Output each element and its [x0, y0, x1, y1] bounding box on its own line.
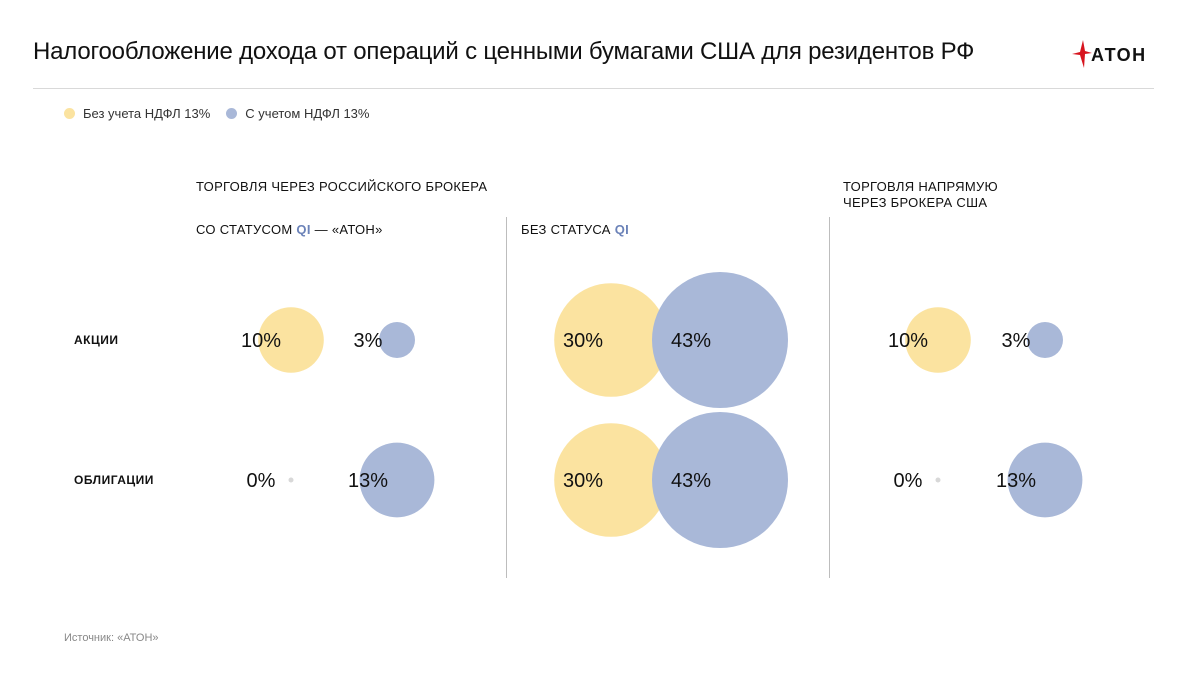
- group-header-direct-line2: ЧЕРЕЗ БРОКЕРА США: [843, 195, 988, 210]
- subheader-with-qi-prefix: СО СТАТУСОМ: [196, 222, 297, 237]
- row-label-bonds: ОБЛИГАЦИИ: [74, 473, 154, 487]
- legend: Без учета НДФЛ 13% С учетом НДФЛ 13%: [64, 106, 385, 121]
- bubble-value-label: 10%: [241, 330, 281, 352]
- bubble-value-label: 0%: [894, 470, 923, 492]
- page-title: Налогообложение дохода от операций с цен…: [33, 38, 975, 65]
- legend-label: С учетом НДФЛ 13%: [245, 106, 370, 121]
- column-divider-2: [829, 217, 830, 578]
- group-header-russian-broker: ТОРГОВЛЯ ЧЕРЕЗ РОССИЙСКОГО БРОКЕРА: [196, 179, 488, 194]
- subheader-without-qi-prefix: БЕЗ СТАТУСА: [521, 222, 615, 237]
- bubble-with-tax: [1027, 322, 1063, 358]
- group-header-direct: ТОРГОВЛЯ НАПРЯМУЮ ЧЕРЕЗ БРОКЕРА США: [843, 179, 998, 211]
- bubble-without-tax: [288, 477, 294, 483]
- header-divider: [33, 88, 1154, 89]
- bubble-value-label: 13%: [996, 470, 1036, 492]
- legend-dot-blue: [226, 108, 238, 119]
- aton-logo: АТОН: [1072, 40, 1162, 70]
- bubble-value-label: 10%: [888, 330, 928, 352]
- source-note: Источник: «АТОН»: [64, 632, 159, 644]
- legend-dot-yellow: [64, 108, 75, 119]
- bubble-value-label: 13%: [348, 470, 388, 492]
- bubble-value-label: 43%: [671, 470, 711, 492]
- bubble-with-tax: [652, 412, 788, 548]
- subheader-qi-tag: QI: [614, 222, 630, 237]
- bubble-without-tax: [905, 307, 971, 373]
- legend-item-without-tax: Без учета НДФЛ 13%: [64, 106, 210, 121]
- bubble-value-label: 30%: [563, 470, 603, 492]
- subheader-with-qi: СО СТАТУСОМ QI — «АТОН»: [196, 222, 383, 237]
- bubble-value-label: 43%: [671, 330, 711, 352]
- aton-logo-text: АТОН: [1091, 45, 1147, 65]
- subheader-with-qi-suffix: — «АТОН»: [310, 222, 383, 237]
- bubble-without-tax: [258, 307, 324, 373]
- group-header-direct-line1: ТОРГОВЛЯ НАПРЯМУЮ: [843, 179, 998, 194]
- bubble-value-label: 3%: [1002, 330, 1031, 352]
- bubble-without-tax: [554, 283, 668, 397]
- bubble-without-tax: [935, 477, 941, 483]
- legend-item-with-tax: С учетом НДФЛ 13%: [226, 106, 369, 121]
- row-label-stocks: АКЦИИ: [74, 333, 119, 347]
- subheader-without-qi: БЕЗ СТАТУСА QI: [521, 222, 629, 237]
- bubble-with-tax: [359, 442, 435, 518]
- aton-logo-icon: [1072, 40, 1092, 68]
- column-divider-1: [506, 217, 507, 578]
- bubble-without-tax: [554, 423, 668, 537]
- subheader-qi-tag: QI: [296, 222, 311, 237]
- bubble-with-tax: [379, 322, 415, 358]
- bubble-with-tax: [652, 272, 788, 408]
- bubble-value-label: 30%: [563, 330, 603, 352]
- legend-label: Без учета НДФЛ 13%: [83, 106, 211, 121]
- bubble-value-label: 3%: [354, 330, 383, 352]
- bubble-value-label: 0%: [247, 470, 276, 492]
- bubble-with-tax: [1007, 442, 1083, 518]
